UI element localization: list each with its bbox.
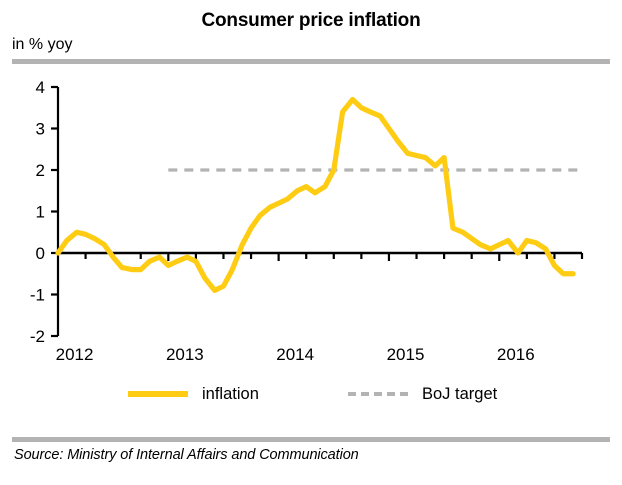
legend-item-boj-target[interactable]: BoJ target [348,386,497,403]
x-axis-tick-label: 2013 [166,345,204,364]
x-axis-tick-label: 2016 [497,345,535,364]
series-line-inflation [55,96,576,293]
chart-legend: inflation BoJ target [0,386,622,416]
legend-swatch-boj-target-icon [348,392,408,397]
y-axis-tick-label: -1 [30,286,45,305]
x-axis-tick-label: 2014 [276,345,314,364]
source-note: Source: Ministry of Internal Affairs and… [14,447,359,463]
legend-item-inflation[interactable]: inflation [128,386,259,403]
footer-divider [12,437,610,442]
y-axis-tick-label: 1 [36,203,45,222]
y-axis-tick-label: 2 [36,161,45,180]
y-axis-unit-label: in % yoy [12,36,73,53]
legend-label-boj-target: BoJ target [422,385,498,403]
legend-swatch-inflation-icon [128,391,188,398]
x-axis-tick-label: 2012 [56,345,94,364]
y-axis-tick-label: 4 [36,78,45,97]
legend-label-inflation: inflation [202,385,259,403]
y-axis-tick-label: -2 [30,327,45,346]
x-axis-tick-label: 2015 [387,345,425,364]
header-divider [12,59,610,64]
page-title: Consumer price inflation [201,10,421,31]
y-axis-tick-label: 3 [36,120,45,139]
y-axis-tick-label: 0 [36,244,45,263]
